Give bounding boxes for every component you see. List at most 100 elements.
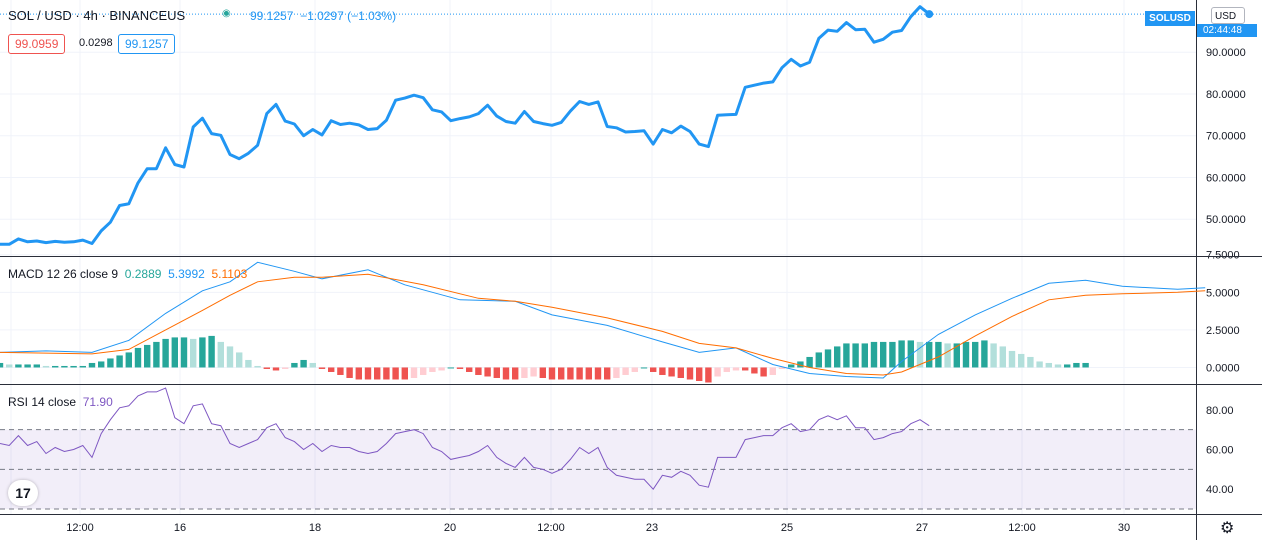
macd-histogram-bar [410,367,418,378]
time-axis-tick: 12:00 [66,522,94,534]
macd-histogram-bar [723,367,730,372]
macd-histogram-bar [880,341,887,368]
macd-histogram-bar [558,367,565,380]
macd-histogram-bar [420,367,427,375]
rsi-line [0,387,930,491]
macd-histogram-bar [466,367,473,372]
macd-histogram-bar [475,367,482,375]
last-price: 99.1257 [250,9,294,23]
macd-histogram-bar [24,364,31,368]
macd-histogram-bar [429,367,436,372]
macd-histogram-bar [935,341,942,368]
macd-histogram-bar [88,362,96,368]
macd-legend: MACD 12 26 close 9 0.2889 5.3992 5.1103 [8,267,247,281]
macd-histogram-bar [502,367,510,380]
macd-histogram-bar [1064,364,1071,368]
macd-histogram-bar [180,337,188,368]
macd-histogram-bar [705,367,712,383]
rsi-title: RSI 14 close [8,395,77,409]
macd-histogram-bar [199,337,206,368]
macd-histogram-bar [401,367,408,380]
macd-histogram-bar [843,343,850,368]
time-axis-tick: 12:00 [1008,522,1036,534]
macd-histogram-bar [585,367,592,380]
settings-gear-icon[interactable]: ⚙ [1220,520,1235,537]
macd-histogram-bar [696,367,703,381]
macd-histogram-bar [1045,362,1052,368]
macd-histogram-bar [953,343,960,368]
price-legend: 99.1257 −1.0297 (−1.03%) [250,9,396,23]
macd-histogram-bar [659,367,666,375]
macd-histogram-bar [576,367,583,380]
macd-histogram-bar [824,349,832,368]
macd-histogram-bar [171,337,178,368]
macd-histogram-bar [355,367,362,380]
macd-histogram-bar [926,341,933,368]
macd-histogram-bar [834,346,841,368]
price-axis-tick: 50.0000 [1206,214,1246,226]
sell-price-button[interactable]: 99.0959 [8,34,66,54]
macd-histogram-bar [889,341,896,368]
macd-histogram-bar [254,365,261,368]
macd-histogram-bar [622,367,629,375]
macd-histogram-bar [153,341,160,368]
macd-histogram-bar [337,367,344,375]
tradingview-logo[interactable]: 17 [8,480,38,506]
macd-histogram-bar [861,343,868,368]
macd-histogram-bar [346,367,353,378]
buy-price-button[interactable]: 99.1257 [118,34,176,54]
symbol-tag-label: SOLUSD [1149,13,1191,24]
time-axis-tick: 12:00 [537,522,565,534]
macd-histogram-bar [263,367,270,369]
macd-histogram-bar [512,367,519,380]
time-axis-tick: 20 [444,522,456,534]
macd-histogram-bar [70,365,77,368]
macd-histogram-bar [944,343,951,368]
macd-histogram-bar [1082,362,1089,368]
macd-histogram-bar [806,356,813,368]
macd-histogram-bar [208,335,215,368]
macd-histogram-bar [6,364,13,368]
macd-histogram-bar [815,352,822,368]
currency-label: USD [1215,11,1237,22]
macd-histogram-bar [797,361,804,368]
macd-histogram-bar [447,367,454,369]
symbol-label: SOL / USD · 4h · BINANCEUS [8,8,186,23]
macd-axis-tick: 0.0000 [1206,362,1240,374]
time-axis-tick: 30 [1118,522,1130,534]
macd-histogram-bar [236,352,243,368]
macd-histogram-bar [162,338,169,368]
macd-histogram-bar [107,358,114,368]
rsi-legend: RSI 14 close 71.90 [8,395,113,409]
macd-histogram-bar [769,367,776,375]
bid-price: 99.0959 [15,37,59,51]
macd-histogram-bar [134,347,142,368]
macd-histogram-bar [52,365,59,368]
macd-histogram-bar [539,367,546,378]
logo-text: 17 [15,485,31,501]
macd-histogram-bar [282,367,289,369]
time-axis-tick: 16 [174,522,186,534]
macd-histogram-bar [245,359,252,368]
macd-histogram-bar [42,365,50,368]
time-axis-tick: 18 [309,522,321,534]
macd-histogram-bar [668,367,675,377]
macd-histogram-bar [972,341,979,368]
macd-histogram-bar [778,367,786,369]
rsi-value: 71.90 [82,395,113,409]
currency-dropdown[interactable]: USD ▼ [1211,7,1245,38]
rsi-axis-tick: 40.00 [1206,484,1234,496]
macd-histogram-bar [217,341,224,368]
macd-axis-tick: 7.5000 [1206,250,1240,262]
price-axis-tick: 80.0000 [1206,89,1246,101]
macd-histogram-bar [999,346,1006,368]
price-axis-tick: 60.0000 [1206,172,1246,184]
rsi-axis-tick: 80.00 [1206,405,1234,417]
macd-histogram-bar [383,367,390,380]
macd-signal-line [0,273,1206,376]
macd-histogram-bar [981,340,988,368]
macd-histogram-bar [640,367,648,369]
macd-histogram-bar [650,367,657,372]
macd-histogram-bar [0,362,4,368]
